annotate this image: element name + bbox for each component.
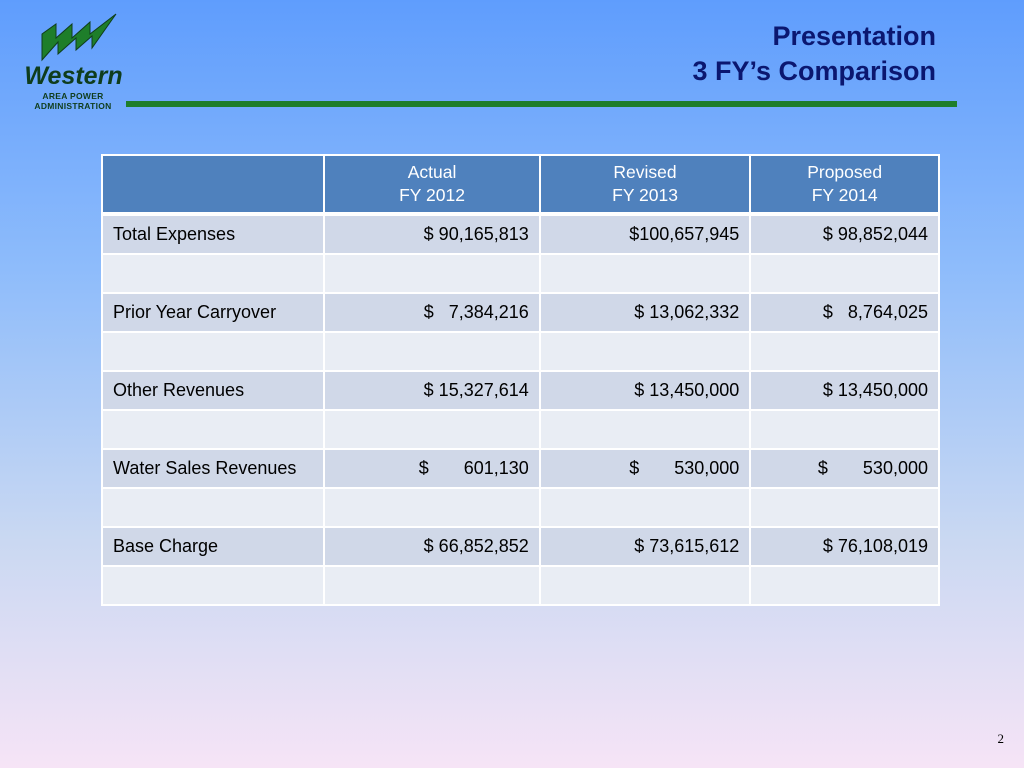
value-cell xyxy=(323,565,541,606)
value-cell xyxy=(749,331,940,372)
slide-title-line2: 3 FY’s Comparison xyxy=(692,56,936,86)
value-cell xyxy=(749,253,940,294)
value-cell: $ 8,764,025 xyxy=(749,292,940,333)
row-label-cell: Water Sales Revenues xyxy=(100,448,326,489)
row-label-cell xyxy=(100,409,326,450)
comparison-table: Actual FY 2012 Revised FY 2013 Proposed FY … xyxy=(100,154,940,606)
table-row xyxy=(100,253,940,294)
value-cell: $ 13,062,332 xyxy=(538,292,752,333)
header-cell-blank xyxy=(100,154,326,216)
value-cell xyxy=(538,409,752,450)
value-cell: $ 530,000 xyxy=(749,448,940,489)
western-logo: Western AREA POWER ADMINISTRATION xyxy=(8,12,130,111)
value-cell xyxy=(749,409,940,450)
value-cell: $ 15,327,614 xyxy=(323,370,541,411)
value-cell xyxy=(538,565,752,606)
row-label-cell xyxy=(100,565,326,606)
value-cell xyxy=(323,253,541,294)
logo-subtitle-line1: AREA POWER xyxy=(42,91,104,101)
value-cell xyxy=(323,409,541,450)
value-cell xyxy=(538,253,752,294)
table-row xyxy=(100,565,940,606)
table-row: Other Revenues $ 15,327,614 $ 13,450,000 $ … xyxy=(100,370,940,411)
row-label-cell xyxy=(100,331,326,372)
logo-subtitle-line2: ADMINISTRATION xyxy=(34,101,112,111)
row-label-cell: Base Charge xyxy=(100,526,326,567)
value-cell xyxy=(749,487,940,528)
value-cell xyxy=(323,487,541,528)
value-cell: $ 530,000 xyxy=(538,448,752,489)
value-cell xyxy=(749,565,940,606)
row-label-cell: Prior Year Carryover xyxy=(100,292,326,333)
table-row: Water Sales Revenues $ 601,130 $ 530,000 $ … xyxy=(100,448,940,489)
header-rule xyxy=(126,101,957,107)
logo-wordmark: Western xyxy=(24,62,123,90)
row-label-cell xyxy=(100,253,326,294)
value-cell: $ 13,450,000 xyxy=(749,370,940,411)
value-cell: $ 90,165,813 xyxy=(323,213,541,255)
slide-title-line1: Presentation xyxy=(772,21,936,51)
header-cell-actual: Actual FY 2012 xyxy=(323,154,541,216)
slide-title: Presentation 3 FY’s Comparison xyxy=(692,19,936,89)
value-cell xyxy=(538,331,752,372)
value-cell: $100,657,945 xyxy=(538,213,752,255)
value-cell: $ 601,130 xyxy=(323,448,541,489)
header-cell-revised: Revised FY 2013 xyxy=(538,154,752,216)
table-row xyxy=(100,487,940,528)
header-cell-proposed: Proposed FY 2014 xyxy=(749,154,940,216)
table-header-row: Actual FY 2012 Revised FY 2013 Proposed FY … xyxy=(100,154,940,216)
value-cell: $ 13,450,000 xyxy=(538,370,752,411)
table-row: Total Expenses $ 90,165,813 $100,657,945 $ … xyxy=(100,213,940,255)
row-label-cell xyxy=(100,487,326,528)
page-number: 2 xyxy=(997,731,1005,746)
value-cell: $ 66,852,852 xyxy=(323,526,541,567)
table-row: Base Charge $ 66,852,852 $ 73,615,612 $ 76,… xyxy=(100,526,940,567)
value-cell xyxy=(323,331,541,372)
lightning-mountain-icon xyxy=(41,13,117,62)
value-cell: $ 73,615,612 xyxy=(538,526,752,567)
row-label-cell: Total Expenses xyxy=(100,213,326,255)
row-label-cell: Other Revenues xyxy=(100,370,326,411)
value-cell: $ 7,384,216 xyxy=(323,292,541,333)
value-cell: $ 98,852,044 xyxy=(749,213,940,255)
table-row xyxy=(100,409,940,450)
table-row: Prior Year Carryover $ 7,384,216 $ 13,062,… xyxy=(100,292,940,333)
table-row xyxy=(100,331,940,372)
value-cell xyxy=(538,487,752,528)
value-cell: $ 76,108,019 xyxy=(749,526,940,567)
